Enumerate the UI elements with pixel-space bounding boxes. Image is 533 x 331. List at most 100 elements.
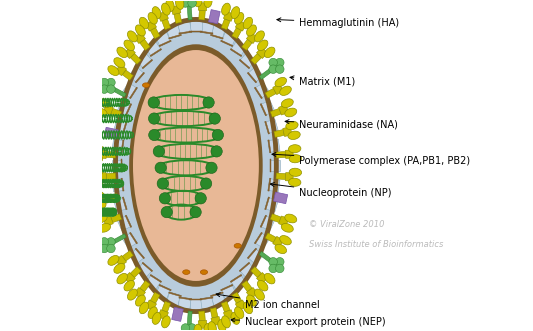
Ellipse shape: [139, 17, 149, 29]
Ellipse shape: [92, 192, 104, 200]
Polygon shape: [230, 274, 242, 282]
Polygon shape: [162, 301, 171, 312]
Circle shape: [200, 178, 212, 189]
Polygon shape: [274, 129, 284, 137]
Circle shape: [188, 0, 196, 7]
Polygon shape: [125, 215, 132, 227]
Ellipse shape: [264, 273, 275, 284]
Ellipse shape: [163, 191, 203, 206]
Ellipse shape: [208, 322, 216, 331]
Circle shape: [181, 324, 190, 331]
Polygon shape: [124, 47, 135, 59]
Circle shape: [181, 0, 190, 7]
Polygon shape: [106, 173, 116, 179]
Polygon shape: [122, 121, 127, 134]
Circle shape: [269, 58, 277, 67]
Polygon shape: [221, 284, 233, 291]
Circle shape: [269, 264, 277, 273]
Polygon shape: [114, 119, 127, 133]
Ellipse shape: [91, 178, 103, 186]
Polygon shape: [208, 10, 220, 24]
Polygon shape: [247, 248, 257, 259]
Polygon shape: [221, 285, 236, 299]
Polygon shape: [168, 34, 181, 39]
Text: Swiss Institute of Bioinformatics: Swiss Institute of Bioinformatics: [309, 240, 443, 249]
Polygon shape: [200, 297, 213, 300]
Circle shape: [107, 238, 115, 246]
Ellipse shape: [257, 280, 268, 291]
Polygon shape: [108, 194, 118, 202]
Polygon shape: [240, 262, 255, 278]
Ellipse shape: [222, 3, 230, 15]
Polygon shape: [99, 150, 107, 159]
Circle shape: [206, 162, 217, 173]
Circle shape: [276, 264, 284, 273]
Polygon shape: [146, 300, 157, 311]
Ellipse shape: [222, 316, 230, 328]
Ellipse shape: [139, 302, 149, 314]
Polygon shape: [210, 307, 218, 318]
Polygon shape: [285, 150, 294, 159]
Polygon shape: [130, 87, 138, 99]
Polygon shape: [128, 249, 144, 264]
Ellipse shape: [135, 295, 146, 306]
Ellipse shape: [148, 13, 157, 24]
Polygon shape: [270, 160, 280, 171]
Ellipse shape: [161, 3, 170, 15]
Circle shape: [155, 162, 166, 173]
Polygon shape: [109, 234, 126, 246]
Polygon shape: [190, 22, 202, 32]
Polygon shape: [146, 41, 161, 56]
Polygon shape: [242, 281, 252, 292]
Polygon shape: [285, 172, 294, 181]
Ellipse shape: [90, 168, 103, 176]
Circle shape: [100, 238, 109, 246]
Ellipse shape: [155, 144, 221, 159]
Polygon shape: [178, 297, 191, 309]
Ellipse shape: [286, 121, 298, 130]
Polygon shape: [254, 87, 262, 99]
Polygon shape: [131, 267, 141, 277]
Ellipse shape: [148, 307, 157, 318]
Polygon shape: [171, 5, 181, 15]
Polygon shape: [200, 297, 214, 309]
Polygon shape: [142, 262, 152, 272]
Polygon shape: [117, 215, 132, 231]
Polygon shape: [130, 232, 138, 244]
Polygon shape: [189, 299, 203, 301]
Ellipse shape: [218, 319, 226, 331]
Circle shape: [107, 244, 115, 253]
Ellipse shape: [288, 131, 300, 139]
Polygon shape: [270, 214, 281, 222]
Polygon shape: [283, 127, 292, 136]
Polygon shape: [112, 179, 124, 192]
Ellipse shape: [95, 214, 107, 223]
Ellipse shape: [132, 49, 260, 282]
Ellipse shape: [114, 263, 125, 273]
Ellipse shape: [288, 178, 301, 186]
Text: Polymerase complex (PA,PB1, PB2): Polymerase complex (PA,PB1, PB2): [272, 153, 471, 166]
Polygon shape: [136, 262, 152, 278]
Polygon shape: [116, 255, 126, 266]
Polygon shape: [211, 25, 225, 39]
Circle shape: [161, 207, 172, 218]
Circle shape: [100, 85, 109, 93]
Ellipse shape: [255, 31, 264, 42]
Polygon shape: [273, 236, 284, 247]
Polygon shape: [109, 85, 126, 97]
Polygon shape: [221, 32, 236, 46]
Polygon shape: [200, 22, 214, 34]
Polygon shape: [255, 233, 270, 248]
Circle shape: [276, 258, 284, 266]
Ellipse shape: [166, 0, 174, 12]
Polygon shape: [246, 32, 257, 44]
Ellipse shape: [183, 270, 190, 274]
Polygon shape: [251, 54, 262, 64]
Ellipse shape: [94, 201, 106, 210]
Ellipse shape: [281, 223, 293, 232]
Circle shape: [269, 258, 277, 266]
Polygon shape: [211, 316, 221, 326]
Ellipse shape: [142, 83, 150, 87]
Polygon shape: [134, 32, 146, 44]
Ellipse shape: [231, 7, 240, 19]
